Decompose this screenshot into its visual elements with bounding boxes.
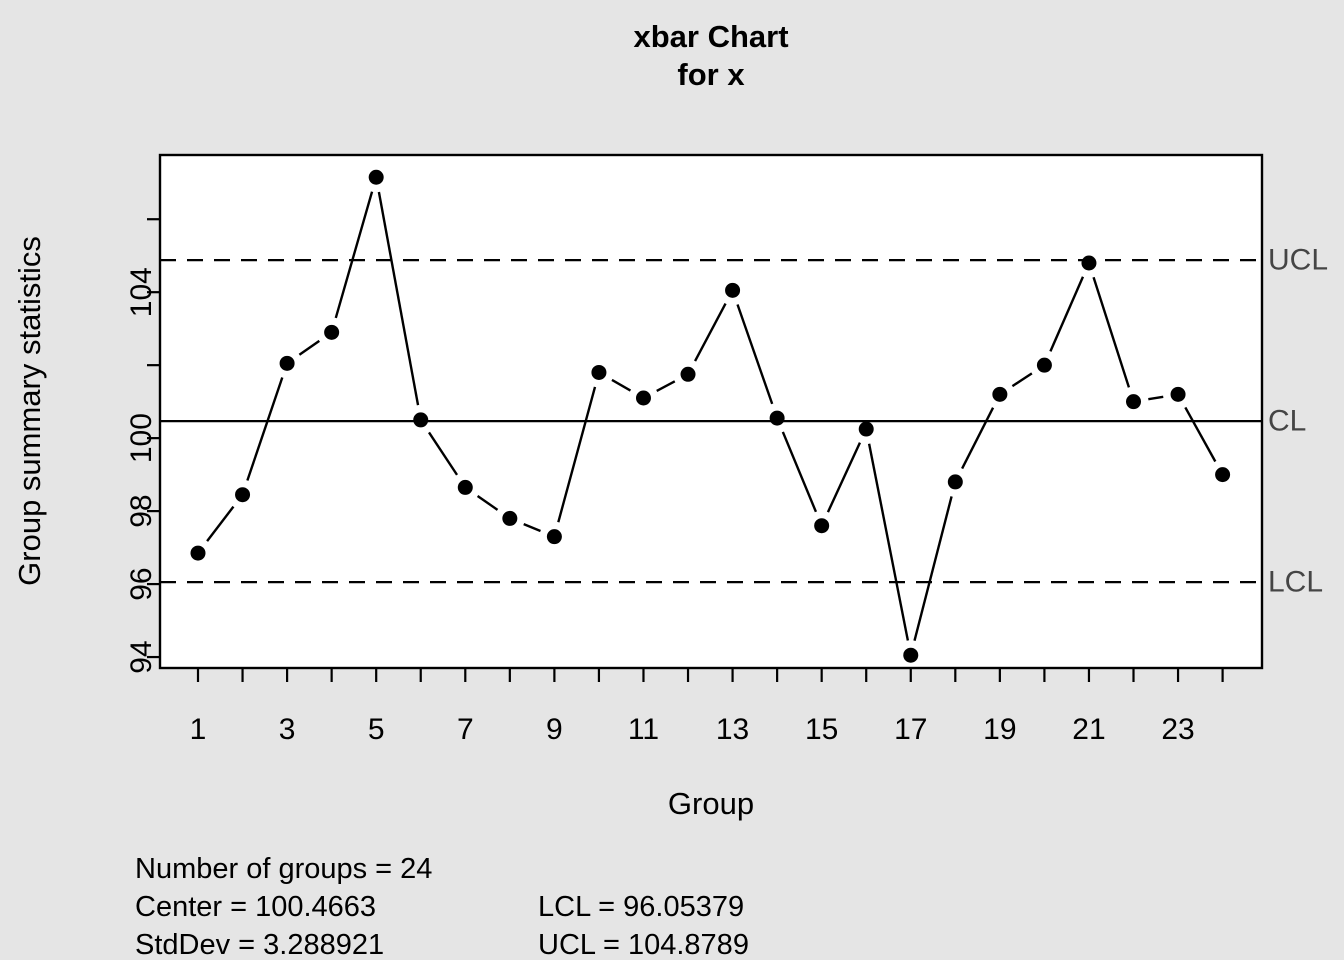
stat-number-of-groups: Number of groups = 24 [135, 853, 433, 885]
data-point-group-24 [1215, 467, 1231, 483]
stats-right-column: LCL = 96.05379 UCL = 104.8789 [538, 888, 749, 960]
series-segment [867, 443, 910, 641]
cl-label: CL [1268, 405, 1306, 438]
x-tick-label: 13 [716, 713, 749, 746]
series-segment [377, 191, 420, 406]
data-point-group-4 [324, 324, 340, 340]
series-segment [611, 378, 632, 392]
x-axis-label: Group [667, 786, 755, 821]
series-segment [206, 505, 235, 542]
data-point-group-8 [502, 510, 518, 526]
series-segment [557, 386, 597, 523]
stats-left-column: Number of groups = 24 Center = 100.4663 … [135, 850, 432, 960]
series-segment [913, 496, 953, 642]
data-point-group-22 [1126, 394, 1142, 410]
data-point-group-7 [457, 479, 473, 495]
stat-center: Center = 100.4663 [135, 891, 377, 923]
stat-lcl: LCL = 96.05379 [538, 891, 745, 923]
series-segment [476, 494, 499, 511]
y-axis-label-text: Group summary statistics [12, 236, 47, 586]
data-point-group-10 [591, 364, 607, 380]
y-tick-label: 94 [125, 640, 158, 673]
y-tick-label: 100 [125, 413, 158, 463]
series-segment [1049, 276, 1085, 352]
data-point-group-16 [858, 421, 874, 437]
series-segment [781, 431, 818, 513]
series-segment [334, 191, 374, 319]
chart-title-line2: for x [677, 57, 745, 92]
series-segment [826, 442, 862, 513]
data-point-group-11 [635, 390, 651, 406]
stat-stddev: StdDev = 3.288921 [135, 929, 385, 960]
x-tick-label: 7 [457, 713, 474, 746]
data-point-group-18 [947, 474, 963, 490]
data-point-group-20 [1036, 357, 1052, 373]
y-tick-label: 98 [125, 494, 158, 527]
series-segment [1148, 395, 1164, 401]
data-point-group-23 [1170, 386, 1186, 402]
x-tick-label: 23 [1161, 713, 1194, 746]
x-tick-label: 21 [1072, 713, 1105, 746]
series-segment [246, 377, 284, 481]
series-segment [1092, 276, 1131, 388]
lcl-label: LCL [1268, 566, 1323, 599]
data-point-group-15 [814, 518, 830, 534]
x-tick-label: 17 [894, 713, 927, 746]
ucl-label: UCL [1268, 244, 1328, 277]
x-tick-label: 9 [546, 713, 563, 746]
y-tick-label: 96 [125, 567, 158, 600]
data-point-group-1 [190, 545, 206, 561]
data-point-group-21 [1081, 255, 1097, 271]
series-segment [523, 522, 541, 533]
series-segment [736, 304, 774, 405]
data-point-group-9 [546, 529, 562, 545]
x-tick-label: 15 [805, 713, 838, 746]
stat-ucl: UCL = 104.8789 [538, 929, 749, 960]
data-point-group-19 [992, 386, 1008, 402]
chart-title: xbar Chart for x [160, 18, 1262, 94]
x-tick-label: 11 [628, 713, 659, 746]
x-tick-label: 1 [190, 713, 207, 746]
data-point-group-6 [413, 412, 429, 428]
chart-title-line1: xbar Chart [633, 19, 789, 54]
series-segment [961, 407, 995, 470]
plot-box [158, 153, 1264, 670]
series-segment [298, 339, 321, 356]
data-point-group-13 [725, 282, 741, 298]
data-point-group-17 [903, 647, 919, 663]
series-segment [693, 303, 727, 362]
x-tick-label: 5 [368, 713, 385, 746]
x-tick-label: 19 [983, 713, 1016, 746]
plot-area [160, 155, 1262, 668]
series-segment [656, 380, 676, 393]
y-tick-label: 104 [125, 267, 158, 317]
series-segment [427, 431, 459, 476]
data-point-group-3 [279, 355, 295, 371]
data-point-group-2 [235, 487, 251, 503]
data-point-group-12 [680, 366, 696, 382]
data-point-group-14 [769, 410, 785, 426]
data-point-group-5 [368, 169, 384, 185]
series-segment [1011, 372, 1033, 388]
series-segment [1184, 406, 1217, 463]
x-tick-label: 3 [279, 713, 296, 746]
